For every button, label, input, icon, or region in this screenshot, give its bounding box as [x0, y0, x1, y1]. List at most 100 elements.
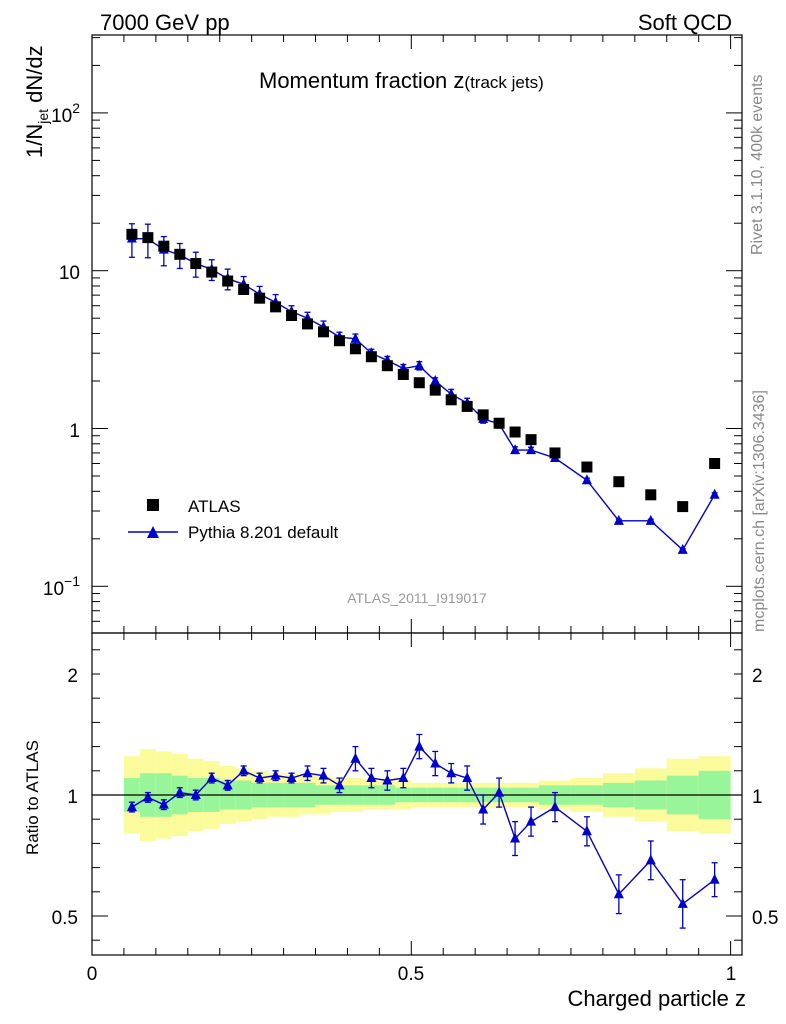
- atlas-point: [254, 292, 266, 304]
- chart-title: Momentum fraction z(track jets): [259, 68, 544, 93]
- pythia-point: [350, 332, 361, 343]
- ratio-point: [126, 801, 137, 812]
- ratio-point: [142, 791, 153, 802]
- atlas-point: [525, 434, 537, 446]
- y-axis-label-sub: jet: [35, 109, 51, 125]
- pythia-point: [613, 514, 624, 525]
- legend-pythia-marker: [147, 526, 159, 538]
- chart-title-z: z: [453, 68, 464, 93]
- legend-atlas-marker: [147, 499, 159, 511]
- ratio-point: [222, 779, 233, 790]
- ratio-panel-frame: [91, 632, 743, 956]
- ratio-point: [446, 767, 457, 778]
- ratio-point: [430, 757, 441, 768]
- ratio-tick-label-1-right: 1: [752, 787, 763, 808]
- y-tick-label-100: 102: [51, 100, 80, 127]
- ratio-uncertainty-bands: [123, 749, 731, 841]
- ratio-point: [158, 798, 169, 809]
- pythia-point: [414, 359, 425, 370]
- x-tick-label-0: 0: [87, 964, 98, 985]
- pythia-point: [526, 444, 537, 455]
- atlas-point: [477, 409, 489, 421]
- y-axis-label-main: 1/N: [22, 124, 47, 158]
- atlas-point: [461, 400, 473, 412]
- atlas-point: [581, 461, 593, 473]
- atlas-point: [286, 310, 298, 322]
- mcplots-label: mcplots.cern.ch [arXiv:1306.3436]: [751, 390, 768, 632]
- ratio-point: [286, 772, 297, 783]
- atlas-point: [302, 318, 314, 330]
- y-tick-label-0p1-exp: −1: [64, 573, 80, 589]
- atlas-point: [365, 351, 377, 363]
- ratio-point: [302, 767, 313, 778]
- atlas-point: [397, 368, 409, 380]
- y-tick-label-100-exp: 2: [72, 100, 80, 116]
- legend-atlas-label: ATLAS: [188, 497, 241, 516]
- atlas-point: [206, 266, 218, 278]
- ratio-point: [398, 772, 409, 783]
- ratio-point: [350, 752, 361, 763]
- y-axis-label: 1/Njet dN/dz: [22, 45, 51, 158]
- atlas-point: [158, 240, 170, 252]
- atlas-point: [333, 335, 345, 347]
- main-panel-frame: [91, 34, 743, 634]
- header-left: 7000 GeV pp: [100, 10, 230, 35]
- pythia-point: [430, 374, 441, 385]
- atlas-point: [126, 228, 138, 240]
- ratio-point: [613, 888, 624, 899]
- atlas-point: [222, 275, 234, 287]
- ratio-point: [238, 764, 249, 775]
- chart-title-main: Momentum fraction: [259, 68, 453, 93]
- chart-title-sub: (track jets): [464, 73, 543, 92]
- ratio-point: [549, 801, 560, 812]
- ratio-point: [581, 825, 592, 836]
- analysis-tag: ATLAS_2011_I919017: [347, 590, 487, 606]
- y-tick-label-0p1: 10−1: [43, 573, 80, 600]
- atlas-point: [381, 360, 393, 372]
- atlas-point: [645, 489, 657, 501]
- ratio-tick-label-2-right: 2: [752, 666, 763, 687]
- ratio-point: [645, 854, 656, 865]
- legend-pythia-label: Pythia 8.201 default: [188, 523, 339, 542]
- y-axis-label-rest: dN/dz: [22, 45, 47, 109]
- ratio-point: [270, 769, 281, 780]
- series-layer: [126, 223, 721, 929]
- axis-ticks: [91, 35, 742, 955]
- pythia-point: [645, 514, 656, 525]
- pythia-point: [581, 474, 592, 485]
- x-tick-label-1: 1: [726, 964, 737, 985]
- atlas-point: [509, 426, 521, 438]
- atlas-point: [429, 384, 441, 396]
- atlas-point: [549, 447, 561, 459]
- ratio-point: [709, 873, 720, 884]
- ratio-point: [462, 772, 473, 783]
- ratio-point: [254, 772, 265, 783]
- x-axis-label: Charged particle z: [567, 986, 746, 1011]
- y-tick-label-0p1-base: 10: [43, 579, 64, 600]
- ratio-point: [677, 897, 688, 908]
- atlas-point: [493, 417, 505, 429]
- rivet-label: Rivet 3.1.10, 400k events: [749, 74, 766, 255]
- ratio-point: [414, 740, 425, 751]
- atlas-point: [317, 326, 329, 338]
- pythia-point: [677, 543, 688, 554]
- atlas-point: [349, 343, 361, 355]
- ratio-point: [206, 772, 217, 783]
- ratio-point: [510, 832, 521, 843]
- ratio-point: [174, 786, 185, 797]
- atlas-point: [270, 301, 282, 313]
- ratio-point: [526, 815, 537, 826]
- ratio-point: [478, 803, 489, 814]
- pythia-point: [510, 444, 521, 455]
- ratio-tick-label-0p5: 0.5: [52, 908, 78, 929]
- atlas-point: [413, 377, 425, 389]
- y-tick-label-10: 10: [59, 263, 80, 284]
- ratio-point: [334, 779, 345, 790]
- atlas-point: [190, 258, 202, 270]
- ratio-tick-label-2: 2: [67, 666, 78, 687]
- y-tick-label-1: 1: [69, 421, 80, 442]
- atlas-point: [709, 458, 721, 470]
- ratio-point: [190, 789, 201, 799]
- ratio-point: [494, 786, 505, 797]
